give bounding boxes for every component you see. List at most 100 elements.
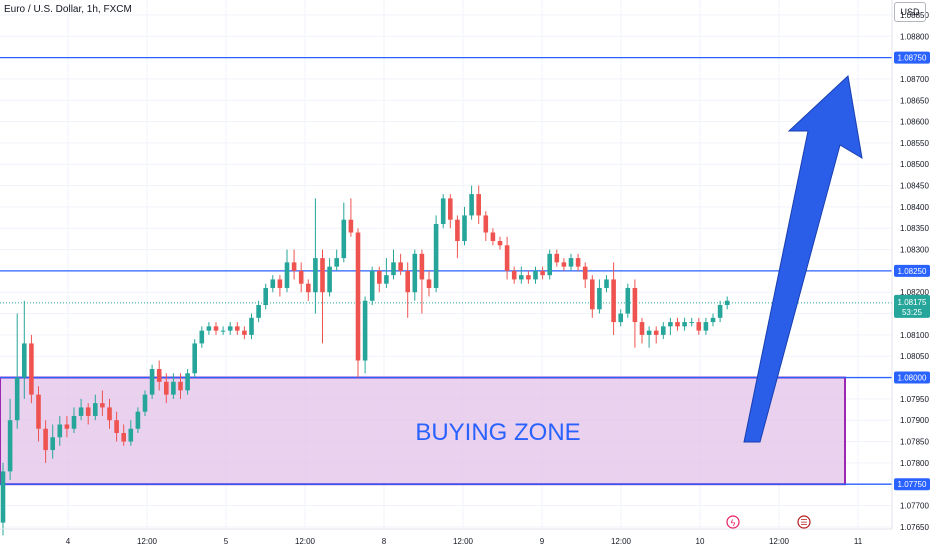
candle [568, 253, 574, 271]
price-tick-label: 1.08200 [900, 288, 929, 297]
candle-body [171, 381, 176, 395]
candle-body [206, 326, 212, 331]
candle-body [362, 300, 368, 361]
candle [142, 390, 148, 416]
candle-body [653, 330, 659, 335]
candle-body [0, 471, 6, 523]
candle [71, 407, 77, 434]
candle-body [284, 262, 290, 288]
candle [476, 185, 481, 224]
candle [668, 317, 673, 335]
price-tick-label: 1.07950 [900, 395, 929, 404]
time-tick-label: 12:00 [769, 537, 790, 546]
candle-body [313, 258, 318, 293]
candle-body [164, 381, 169, 395]
candle-body [199, 330, 205, 344]
candle-body [43, 428, 48, 451]
candle [412, 249, 418, 301]
candle-body [100, 403, 105, 408]
candle-body [412, 253, 418, 293]
candle [249, 313, 254, 340]
time-tick-label: 9 [540, 537, 545, 546]
us-flag-icon [797, 515, 811, 529]
candle-body [724, 300, 730, 306]
candle [93, 394, 98, 421]
candle-body [64, 424, 70, 429]
price-tick-label: 1.08100 [900, 331, 929, 340]
candle-body [341, 219, 347, 259]
time-tick-label: 12:00 [137, 537, 158, 546]
time-tick-label: 12:00 [611, 537, 632, 546]
candle-body [568, 258, 574, 267]
candle [618, 309, 623, 327]
candle [590, 275, 595, 318]
candle [369, 266, 375, 306]
candle [398, 253, 403, 276]
candle-body [384, 275, 389, 284]
time-axis[interactable]: 4 12:00 5 12:00 8 12:00 9 12:00 10 12:00 11 [0, 528, 892, 546]
candle-body [142, 394, 148, 412]
candle-body [547, 253, 552, 276]
candle [355, 228, 361, 378]
candle [384, 258, 389, 288]
candle-body [611, 279, 616, 323]
candle-body [263, 287, 268, 306]
price-label-bg [894, 478, 930, 491]
candle-body [78, 407, 84, 416]
candle-body [462, 215, 467, 242]
current-price-label-bg [894, 294, 930, 318]
candle-body [490, 232, 496, 242]
candle [149, 364, 155, 399]
candle [341, 202, 347, 263]
candle [334, 249, 339, 271]
candle [291, 249, 297, 280]
candle [362, 296, 368, 374]
candle [504, 236, 510, 280]
candle [717, 300, 723, 323]
candle [391, 249, 396, 280]
candle [256, 300, 261, 323]
candle-body [270, 279, 276, 288]
price-label-bg [894, 264, 930, 277]
current-price-countdown: 53:25 [902, 308, 923, 317]
candle [100, 390, 105, 416]
candle [483, 211, 489, 242]
candle-body [320, 258, 325, 293]
time-tick-label: 12:00 [453, 537, 474, 546]
price-tick-label: 1.08850 [900, 11, 929, 20]
candle [625, 283, 631, 318]
up-arrow-annotation [743, 75, 863, 443]
candle [298, 262, 304, 293]
candle [661, 322, 666, 340]
candle [227, 322, 233, 335]
candle-body [661, 326, 666, 335]
candle-body [355, 232, 361, 361]
candle [235, 322, 240, 335]
lightning-bolt-icon [726, 515, 740, 529]
candle [462, 206, 467, 246]
price-tick-label: 1.07700 [900, 502, 929, 511]
candle-body [334, 258, 339, 267]
candle [511, 266, 517, 284]
time-tick-label: 8 [382, 537, 387, 546]
price-tick-label: 1.07900 [900, 416, 929, 425]
buying-zone: BUYING ZONE [0, 376, 846, 486]
candle [220, 326, 226, 335]
candle-body [57, 424, 63, 438]
price-tick-label: 1.08500 [900, 160, 929, 169]
candle-body [604, 279, 609, 288]
candle-body [419, 253, 425, 280]
candle [263, 283, 268, 310]
candle-body [185, 373, 190, 391]
candle [611, 262, 616, 335]
candle [199, 326, 205, 348]
time-tick-label: 11 [854, 537, 863, 546]
candle-body [526, 275, 531, 280]
candle [469, 185, 474, 220]
candle-body [242, 330, 247, 335]
currency-button[interactable]: USD [894, 2, 926, 22]
price-label-bg [894, 371, 930, 384]
price-tick-label: 1.08400 [900, 203, 929, 212]
